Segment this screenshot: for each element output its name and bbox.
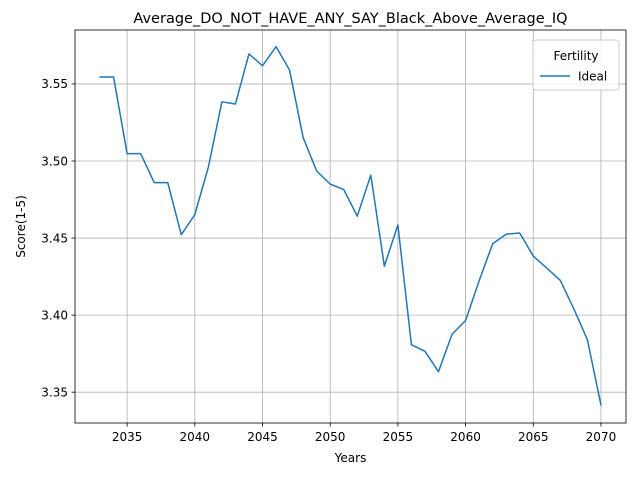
- x-axis: 2035 2040 2045 2050 2055 2060 2065 2070: [112, 423, 616, 444]
- y-tick-label: 3.55: [41, 77, 68, 91]
- y-axis: 3.35 3.40 3.45 3.50 3.55: [41, 77, 75, 399]
- legend: Fertility Ideal: [532, 39, 620, 91]
- y-tick-label: 3.40: [41, 308, 68, 322]
- legend-entry-ideal: Ideal: [578, 70, 607, 84]
- x-axis-label: Years: [334, 451, 367, 465]
- x-tick-label: 2035: [112, 430, 143, 444]
- series-layer: [99, 45, 602, 406]
- x-tick-label: 2055: [383, 430, 414, 444]
- y-tick-label: 3.35: [41, 385, 68, 399]
- chart-title: Average_DO_NOT_HAVE_ANY_SAY_Black_Above_…: [133, 11, 567, 27]
- series-line-ideal: [99, 45, 602, 406]
- x-tick-label: 2060: [450, 430, 481, 444]
- y-axis-label: Score(1-5): [14, 195, 28, 258]
- grid: [75, 30, 626, 423]
- plot-area: [74, 29, 627, 424]
- x-tick-label: 2045: [247, 430, 278, 444]
- y-tick-label: 3.50: [41, 154, 68, 168]
- x-tick-label: 2065: [518, 430, 549, 444]
- x-tick-label: 2070: [586, 430, 617, 444]
- x-tick-label: 2040: [180, 430, 211, 444]
- x-tick-label: 2050: [315, 430, 346, 444]
- legend-box: [532, 39, 620, 91]
- y-tick-label: 3.45: [41, 231, 68, 245]
- legend-title: Fertility: [553, 49, 598, 63]
